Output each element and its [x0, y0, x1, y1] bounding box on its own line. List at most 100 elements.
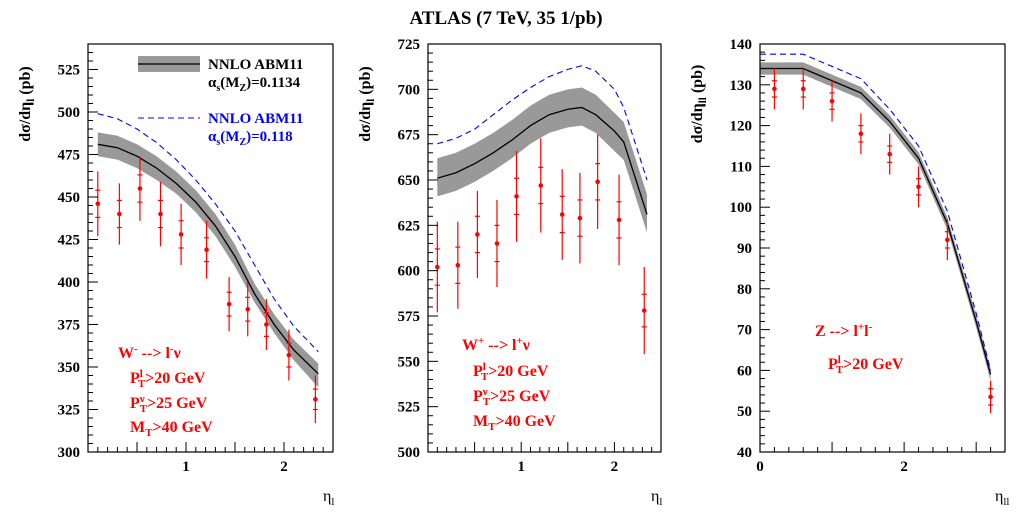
annotation-text: MT>40 GeV: [473, 413, 556, 433]
panel-w-minus: 300 325 350 375 400 425 450 475 500 525 1 2 ηl dσ/dηl…: [17, 43, 334, 508]
data-point: [616, 217, 622, 223]
y-tick-label: 425: [58, 233, 81, 249]
annotation-text: Pν T>25 GeV: [473, 386, 551, 408]
y-tick-label: 50: [737, 404, 752, 420]
legend-label: NNLO ABM11: [208, 57, 303, 73]
x-tick-label: 1: [517, 459, 525, 475]
annotation-text: Pl T>20 GeV: [130, 368, 206, 390]
data-point: [887, 151, 893, 157]
y-tick-label: 140: [730, 37, 753, 53]
data-point: [772, 86, 777, 92]
y-tick-label: 100: [730, 200, 753, 216]
data-point: [538, 183, 544, 188]
y-tick-label: 700: [398, 82, 421, 98]
y-tick-label: 725: [398, 37, 421, 53]
data-point: [945, 237, 950, 243]
x-tick-label: 1: [182, 459, 190, 475]
data-point: [313, 397, 318, 402]
y-tick-label: 675: [398, 128, 421, 144]
y-tick-label: 400: [58, 275, 81, 291]
data-point: [435, 264, 440, 270]
theory-uncertainty-band: [760, 62, 991, 381]
data-point: [137, 186, 143, 191]
annotation-text: Pν T>25 GeV: [130, 393, 208, 415]
data-point: [916, 184, 921, 190]
y-tick-label: 525: [398, 400, 421, 416]
x-tick-label: 2: [611, 459, 619, 475]
theory-central-line: [97, 143, 319, 375]
data-point: [559, 212, 565, 217]
y-tick-label: 60: [737, 363, 752, 379]
y-tick-label: 300: [58, 445, 81, 461]
y-tick-label: 575: [398, 309, 421, 325]
theory-central-line: [760, 67, 992, 375]
y-axis-label: dσ/dηll (pb): [689, 65, 709, 144]
y-tick-label: 130: [730, 78, 753, 94]
data-point: [95, 201, 101, 207]
panel-w-plus: 500 525 550 575 600 625 650 675 700 725 1 2 ηl dσ/dηl…: [357, 37, 662, 508]
theory-uncertainty-band: [437, 87, 648, 233]
theory-central-line: [437, 106, 648, 215]
y-tick-label: 550: [398, 354, 421, 370]
x-axis-label: ηl: [651, 488, 662, 508]
legend-label: αs(MZ)=0.118: [208, 129, 293, 148]
data-point: [117, 211, 122, 217]
legend: NNLO ABM11 αs(MZ)=0.1134 NNLO ABM11 αs(MZ)=…: [138, 56, 303, 148]
x-axis-label: ηll: [995, 488, 1010, 508]
legend-label: αs(MZ)=0.1134: [208, 75, 301, 94]
y-tick-label: 525: [58, 63, 81, 79]
theory-uncertainty-band: [97, 132, 319, 388]
x-axis-label: ηl: [323, 488, 334, 508]
y-tick-label: 70: [737, 323, 752, 339]
y-tick-label: 475: [58, 148, 81, 164]
y-tick-label: 40: [737, 445, 752, 461]
data-point: [494, 241, 500, 246]
data-point: [641, 308, 647, 313]
y-tick-label: 500: [58, 105, 81, 121]
y-tick-label: 625: [398, 218, 421, 234]
y-axis-label: dσ/dηl (pb): [17, 66, 37, 142]
annotation-text: Pl T>20 GeV: [828, 354, 904, 376]
y-tick-label: 375: [58, 318, 81, 334]
annotation-text: Pl T>20 GeV: [473, 361, 549, 383]
data-point: [286, 352, 292, 358]
annotation-text: W- --> l-ν: [118, 343, 181, 362]
y-tick-label: 110: [730, 159, 752, 175]
plot-frame: [87, 43, 334, 453]
data-point: [204, 247, 209, 252]
y-axis-label: dσ/dηl (pb): [357, 66, 377, 142]
y-tick-label: 120: [730, 119, 753, 135]
y-tick-label: 450: [58, 190, 81, 206]
data-point: [158, 211, 163, 217]
y-tick-label: 500: [398, 445, 421, 461]
figure-title: ATLAS (7 TeV, 35 1/pb): [409, 8, 602, 29]
theory-alt-dashed-line: [760, 53, 992, 371]
data-point: [988, 394, 993, 400]
data-point: [245, 306, 251, 312]
theory-alt-dashed-line: [97, 113, 319, 353]
data-point: [595, 179, 600, 185]
y-tick-label: 80: [737, 282, 752, 298]
legend-label: NNLO ABM11: [208, 111, 303, 127]
data-point: [264, 322, 269, 327]
x-tick-label: 0: [756, 459, 764, 475]
x-tick-label: 2: [900, 459, 908, 475]
data-point: [475, 232, 480, 237]
y-tick-label: 325: [58, 403, 81, 419]
data-point: [455, 262, 461, 268]
plot-frame: [427, 43, 662, 453]
theory-alt-dashed-line: [437, 65, 648, 181]
data-point: [514, 194, 519, 199]
annotation-text: W+ --> l+ν: [462, 335, 530, 354]
x-tick-label: 2: [280, 459, 288, 475]
data-point: [178, 232, 184, 237]
plot-frame: [759, 43, 1006, 453]
y-tick-label: 350: [58, 360, 81, 376]
y-tick-label: 90: [737, 241, 752, 257]
annotation-text: Z --> l+l-: [815, 321, 873, 340]
data-point: [829, 98, 835, 104]
data-point: [858, 131, 864, 137]
annotation-text: MT>40 GeV: [130, 419, 213, 439]
data-point: [577, 215, 583, 221]
